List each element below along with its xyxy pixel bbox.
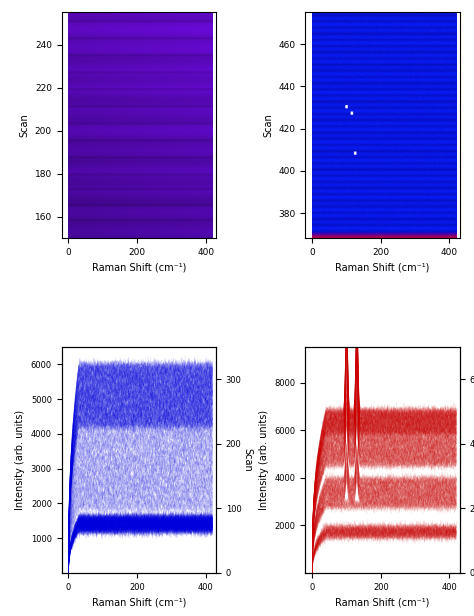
Y-axis label: Scan: Scan [243, 448, 253, 472]
Y-axis label: Intensity (arb. units): Intensity (arb. units) [15, 410, 25, 510]
X-axis label: Raman Shift (cm⁻¹): Raman Shift (cm⁻¹) [91, 597, 186, 607]
X-axis label: Raman Shift (cm⁻¹): Raman Shift (cm⁻¹) [336, 262, 430, 273]
X-axis label: Raman Shift (cm⁻¹): Raman Shift (cm⁻¹) [91, 262, 186, 273]
Y-axis label: Scan: Scan [19, 113, 29, 137]
X-axis label: Raman Shift (cm⁻¹): Raman Shift (cm⁻¹) [336, 597, 430, 607]
Y-axis label: Scan: Scan [263, 113, 273, 137]
Y-axis label: Intensity (arb. units): Intensity (arb. units) [259, 410, 269, 510]
